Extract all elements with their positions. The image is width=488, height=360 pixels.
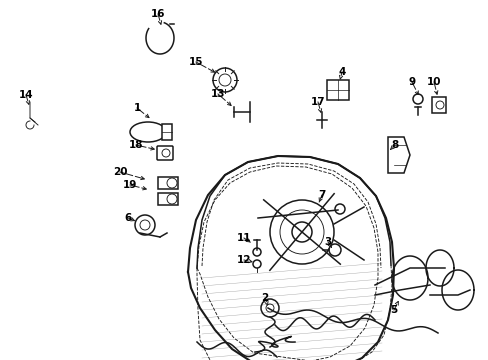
Text: 4: 4 xyxy=(338,67,345,77)
Circle shape xyxy=(219,74,230,86)
Text: 19: 19 xyxy=(122,180,137,190)
Text: 13: 13 xyxy=(210,89,225,99)
Text: 15: 15 xyxy=(188,57,203,67)
FancyBboxPatch shape xyxy=(157,146,173,160)
Circle shape xyxy=(261,299,279,317)
Text: 14: 14 xyxy=(19,90,33,100)
Circle shape xyxy=(252,260,261,268)
Bar xyxy=(431,97,445,113)
Text: 1: 1 xyxy=(133,103,141,113)
Text: 2: 2 xyxy=(261,293,268,303)
Text: 11: 11 xyxy=(236,233,251,243)
Circle shape xyxy=(213,68,237,92)
Text: 18: 18 xyxy=(128,140,143,150)
Text: 5: 5 xyxy=(389,305,397,315)
Circle shape xyxy=(252,248,261,256)
Circle shape xyxy=(435,101,443,109)
Text: 16: 16 xyxy=(150,9,165,19)
Text: 6: 6 xyxy=(124,213,131,223)
Text: 10: 10 xyxy=(426,77,440,87)
Circle shape xyxy=(265,304,273,312)
Circle shape xyxy=(162,149,170,157)
Bar xyxy=(326,80,348,100)
Circle shape xyxy=(135,215,155,235)
Circle shape xyxy=(334,204,345,214)
Circle shape xyxy=(167,178,177,188)
Text: 20: 20 xyxy=(113,167,127,177)
Ellipse shape xyxy=(130,122,165,142)
Bar xyxy=(158,193,178,205)
Bar xyxy=(158,177,178,189)
Circle shape xyxy=(328,244,340,256)
Circle shape xyxy=(291,222,311,242)
Text: 17: 17 xyxy=(310,97,325,107)
Text: 7: 7 xyxy=(318,190,325,200)
Text: 3: 3 xyxy=(324,237,331,247)
Bar xyxy=(162,124,172,140)
Circle shape xyxy=(167,194,177,204)
Circle shape xyxy=(140,220,150,230)
Circle shape xyxy=(280,210,324,254)
Circle shape xyxy=(412,94,422,104)
Text: 12: 12 xyxy=(236,255,251,265)
Text: 9: 9 xyxy=(407,77,415,87)
Text: 8: 8 xyxy=(390,140,398,150)
Circle shape xyxy=(269,200,333,264)
